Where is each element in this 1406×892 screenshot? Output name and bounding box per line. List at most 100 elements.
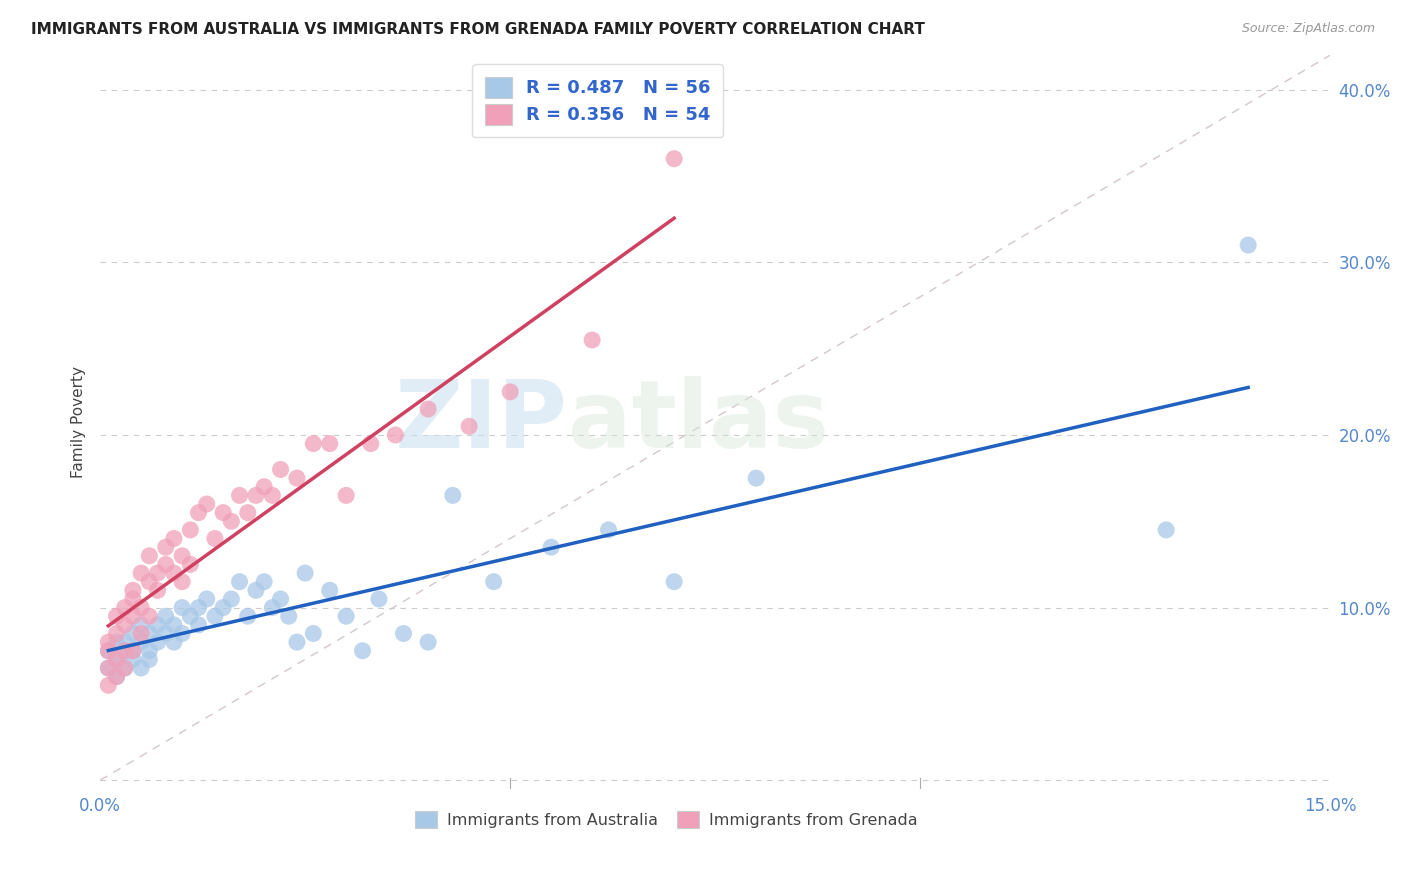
Point: [172, 549, 194, 563]
Point: [418, 635, 440, 649]
Point: [392, 626, 415, 640]
Point: [129, 566, 152, 580]
Point: [138, 574, 160, 589]
Point: [228, 488, 250, 502]
Point: [262, 488, 284, 502]
Point: [155, 609, 177, 624]
Point: [129, 600, 152, 615]
Point: [155, 540, 177, 554]
Point: [146, 618, 169, 632]
Point: [179, 609, 201, 624]
Point: [172, 600, 194, 615]
Point: [163, 618, 186, 632]
Point: [138, 609, 160, 624]
Point: [319, 583, 342, 598]
Point: [294, 566, 316, 580]
Point: [236, 609, 259, 624]
Point: [155, 558, 177, 572]
Point: [97, 661, 120, 675]
Point: [212, 600, 235, 615]
Point: [155, 626, 177, 640]
Point: [384, 428, 406, 442]
Point: [129, 618, 152, 632]
Point: [499, 384, 522, 399]
Point: [163, 566, 186, 580]
Point: [105, 670, 128, 684]
Point: [441, 488, 464, 502]
Point: [97, 644, 120, 658]
Point: [146, 583, 169, 598]
Point: [195, 497, 218, 511]
Point: [262, 600, 284, 615]
Point: [105, 652, 128, 666]
Point: [187, 600, 209, 615]
Point: [302, 436, 325, 450]
Point: [236, 506, 259, 520]
Point: [114, 600, 136, 615]
Point: [228, 574, 250, 589]
Point: [662, 574, 685, 589]
Point: [270, 462, 292, 476]
Point: [138, 549, 160, 563]
Point: [221, 591, 243, 606]
Point: [1154, 523, 1177, 537]
Point: [418, 402, 440, 417]
Point: [122, 591, 145, 606]
Point: [319, 436, 342, 450]
Point: [285, 635, 308, 649]
Point: [146, 635, 169, 649]
Point: [105, 670, 128, 684]
Point: [221, 514, 243, 528]
Point: [302, 626, 325, 640]
Point: [204, 532, 226, 546]
Point: [598, 523, 620, 537]
Point: [138, 626, 160, 640]
Point: [105, 635, 128, 649]
Point: [105, 626, 128, 640]
Point: [662, 152, 685, 166]
Point: [114, 618, 136, 632]
Point: [245, 583, 267, 598]
Point: [138, 644, 160, 658]
Point: [114, 635, 136, 649]
Point: [122, 644, 145, 658]
Point: [105, 609, 128, 624]
Point: [540, 540, 562, 554]
Point: [360, 436, 382, 450]
Point: [335, 609, 357, 624]
Point: [745, 471, 768, 485]
Point: [1237, 238, 1260, 252]
Text: atlas: atlas: [568, 376, 828, 468]
Point: [172, 574, 194, 589]
Point: [187, 618, 209, 632]
Point: [581, 333, 603, 347]
Point: [146, 566, 169, 580]
Point: [245, 488, 267, 502]
Point: [195, 591, 218, 606]
Text: ZIP: ZIP: [395, 376, 568, 468]
Point: [97, 635, 120, 649]
Point: [122, 609, 145, 624]
Point: [212, 506, 235, 520]
Point: [204, 609, 226, 624]
Point: [277, 609, 299, 624]
Text: Source: ZipAtlas.com: Source: ZipAtlas.com: [1241, 22, 1375, 36]
Point: [179, 558, 201, 572]
Y-axis label: Family Poverty: Family Poverty: [72, 366, 86, 478]
Point: [129, 635, 152, 649]
Point: [129, 626, 152, 640]
Point: [97, 678, 120, 692]
Point: [253, 480, 276, 494]
Point: [114, 661, 136, 675]
Point: [105, 652, 128, 666]
Point: [458, 419, 481, 434]
Point: [253, 574, 276, 589]
Point: [163, 532, 186, 546]
Point: [352, 644, 374, 658]
Point: [114, 644, 136, 658]
Point: [97, 644, 120, 658]
Point: [122, 583, 145, 598]
Point: [179, 523, 201, 537]
Point: [138, 652, 160, 666]
Point: [122, 644, 145, 658]
